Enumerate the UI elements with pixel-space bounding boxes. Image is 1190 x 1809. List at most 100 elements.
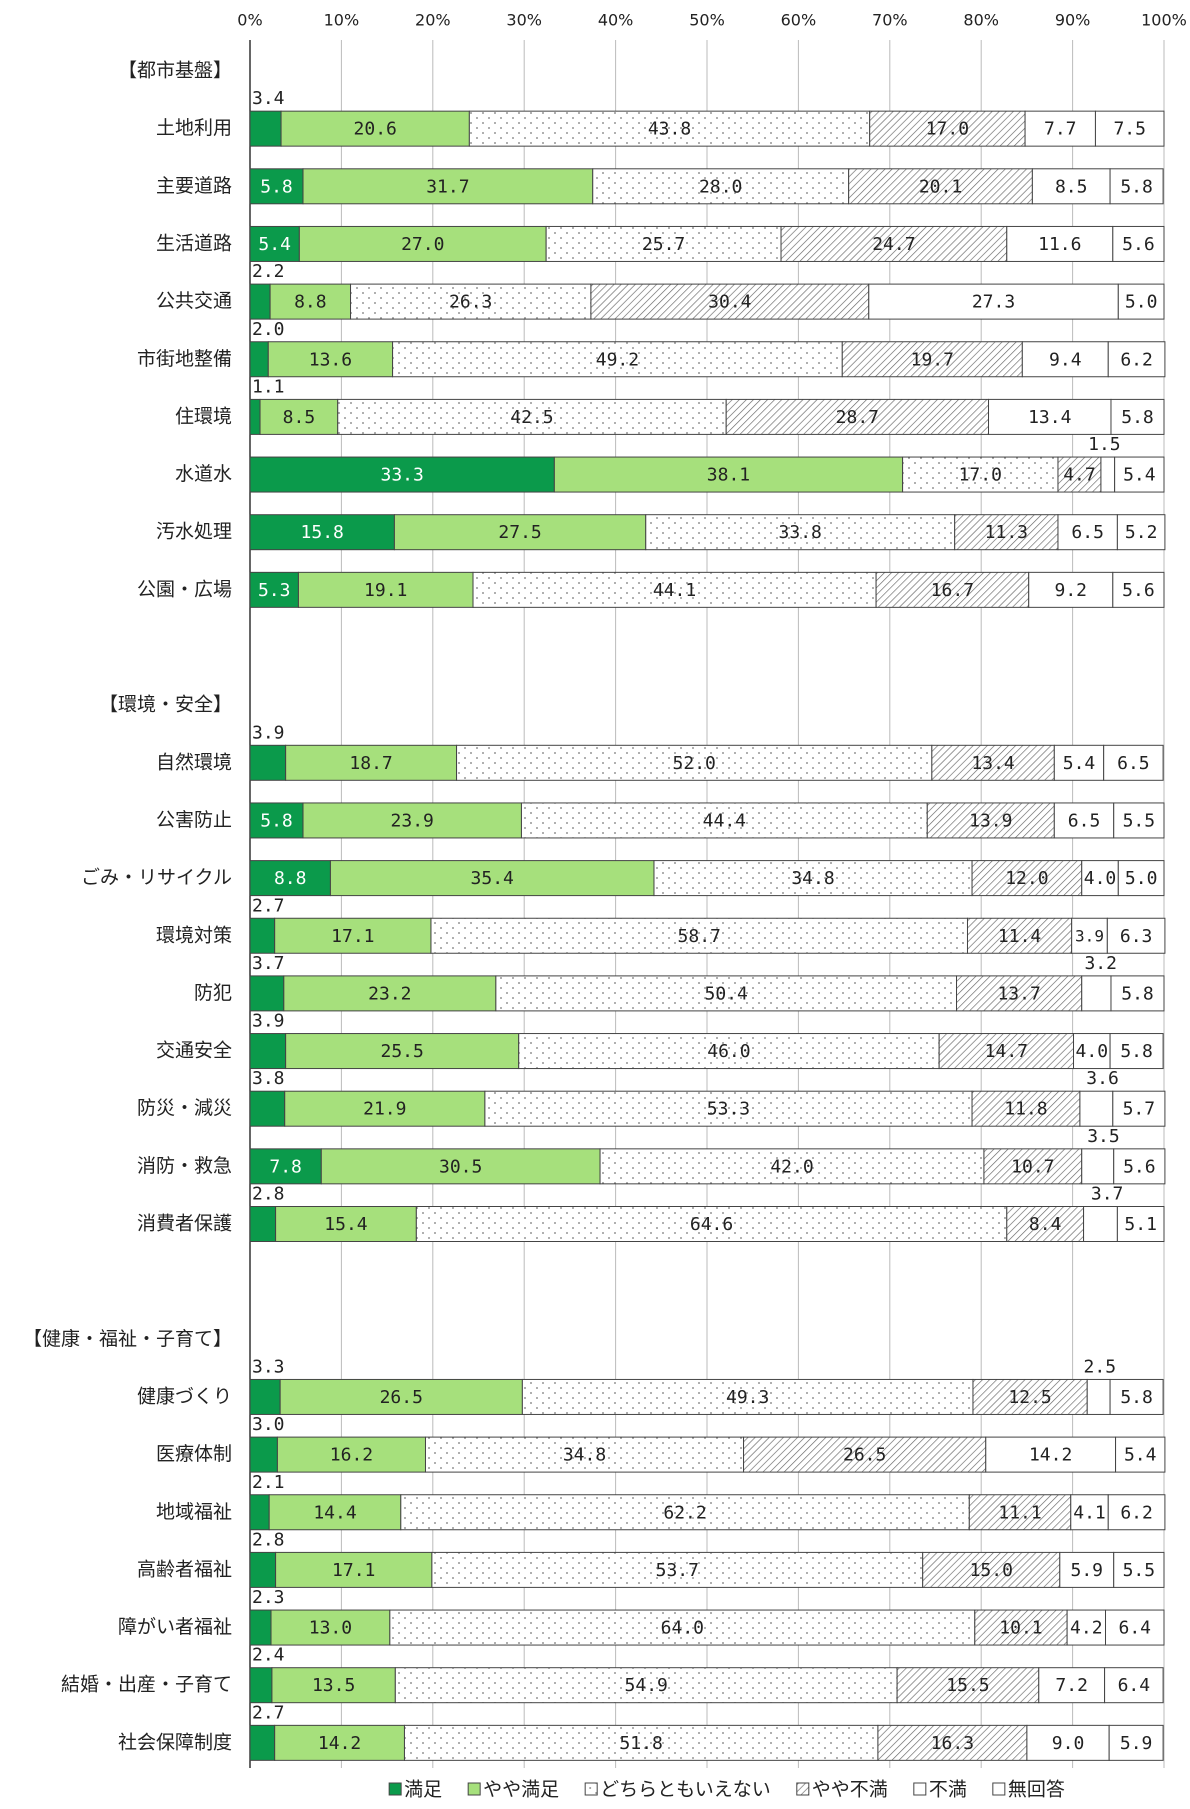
bar-segment (896, 1667, 1040, 1704)
y-tick-label: 生活道路 (156, 232, 232, 254)
bar-segment (971, 1090, 1081, 1127)
data-label: 21.9 (363, 1099, 406, 1120)
data-label: 53.7 (656, 1560, 699, 1581)
bar-segment (1021, 341, 1109, 378)
bar-segment (249, 1206, 277, 1242)
bar-segment (249, 1551, 277, 1588)
bar-segment (468, 110, 871, 147)
bar-segment (988, 398, 1112, 435)
bar-segment (1053, 744, 1105, 781)
bar-segment (725, 398, 990, 435)
data-label: 5.1 (1124, 1214, 1157, 1235)
bar-segment (274, 1724, 405, 1761)
y-tick-label: 地域福祉 (156, 1501, 232, 1523)
data-label: 5.4 (1124, 1445, 1157, 1466)
bar-segment (269, 283, 352, 320)
data-label: 10.7 (1011, 1156, 1054, 1177)
bar-segment (249, 571, 299, 608)
bar-segment (653, 860, 973, 897)
data-label: 5.8 (1120, 1041, 1153, 1062)
y-tick-label: 土地利用 (156, 117, 232, 139)
data-label: 3.3 (252, 1356, 285, 1377)
y-tick-label: 健康づくり (137, 1385, 232, 1407)
y-tick-label: 汚水処理 (156, 521, 232, 543)
bar-segment (1057, 514, 1118, 551)
data-label: 2.8 (252, 1529, 285, 1550)
x-tick-label: 30% (506, 11, 542, 30)
data-label: 16.2 (330, 1445, 373, 1466)
data-label: 3.2 (1084, 953, 1117, 974)
data-label: 17.1 (331, 926, 374, 947)
data-label: 19.1 (364, 580, 407, 601)
data-label: 51.8 (620, 1733, 663, 1754)
bar-segment (1105, 1609, 1165, 1646)
bar-segment (275, 1551, 433, 1588)
data-label: 5.2 (1125, 522, 1158, 543)
data-label: 8.8 (294, 292, 327, 313)
bar-segment (249, 1724, 276, 1761)
bar-segment (902, 456, 1059, 493)
data-label: 8.8 (274, 868, 307, 889)
data-label: 6.5 (1068, 810, 1101, 831)
x-tick-label: 50% (689, 11, 725, 30)
bar-segment (1081, 860, 1119, 897)
data-label: 33.3 (381, 465, 424, 486)
data-label: 13.9 (969, 810, 1012, 831)
data-label: 5.6 (1122, 234, 1155, 255)
data-label: 17.0 (959, 465, 1002, 486)
data-label: 11.4 (998, 926, 1041, 947)
bar-segment (1112, 225, 1165, 262)
data-label: 13.4 (971, 753, 1014, 774)
bar-segment (545, 225, 782, 262)
bar-segment (279, 1378, 523, 1415)
data-label: 15.4 (324, 1214, 367, 1235)
bar-segment (337, 398, 727, 435)
legend-label: 無回答 (1008, 1779, 1065, 1801)
bar-segment (249, 1494, 270, 1531)
data-label: 5.8 (1120, 1387, 1153, 1408)
y-tick-label: 医療体制 (156, 1443, 232, 1465)
bar-segment (1107, 341, 1166, 378)
y-tick-label: 交通安全 (156, 1040, 232, 1062)
bar-segment (1024, 110, 1096, 147)
data-label: 53.3 (707, 1099, 750, 1120)
bar-segment (249, 1609, 272, 1646)
data-label: 54.9 (625, 1675, 668, 1696)
data-label: 5.0 (1125, 292, 1158, 313)
data-label: 15.0 (970, 1560, 1013, 1581)
data-label: 10.1 (999, 1618, 1042, 1639)
data-label: 4.7 (1063, 465, 1096, 486)
y-tick-label: 防犯 (194, 982, 232, 1004)
data-label: 2.7 (252, 895, 285, 916)
data-label: 5.8 (1120, 176, 1153, 197)
bar-segment (599, 1148, 985, 1185)
data-label: 5.6 (1122, 580, 1155, 601)
bar-segment (1106, 917, 1166, 954)
bar-segment (520, 802, 928, 839)
bar-segment (1071, 917, 1108, 954)
data-label: 31.7 (426, 176, 469, 197)
data-label: 26.3 (449, 292, 492, 313)
bar-segment (968, 1494, 1072, 1531)
data-label: 14.7 (985, 1041, 1028, 1062)
data-label: 5.4 (1123, 465, 1156, 486)
data-label: 42.0 (770, 1156, 813, 1177)
bar-segment (285, 1033, 520, 1070)
data-label: 49.3 (726, 1387, 769, 1408)
bar-segment (249, 283, 271, 320)
y-tick-label: 【都市基盤】 (118, 60, 232, 82)
bar-segment (1100, 456, 1116, 493)
bar-segment (972, 1378, 1088, 1415)
data-label: 38.1 (707, 465, 750, 486)
data-label: 13.6 (309, 349, 352, 370)
bar-segment (1104, 1667, 1164, 1704)
y-tick-label: 消費者保護 (137, 1213, 232, 1235)
bar-segment (249, 341, 269, 378)
bar-segment (1115, 1436, 1166, 1473)
bar-segment (1109, 1033, 1164, 1070)
data-label: 12.5 (1008, 1387, 1051, 1408)
bar-segment (472, 571, 877, 608)
data-label: 20.6 (354, 119, 397, 140)
y-tick-label: 主要道路 (156, 175, 232, 197)
bar-segment (931, 744, 1055, 781)
